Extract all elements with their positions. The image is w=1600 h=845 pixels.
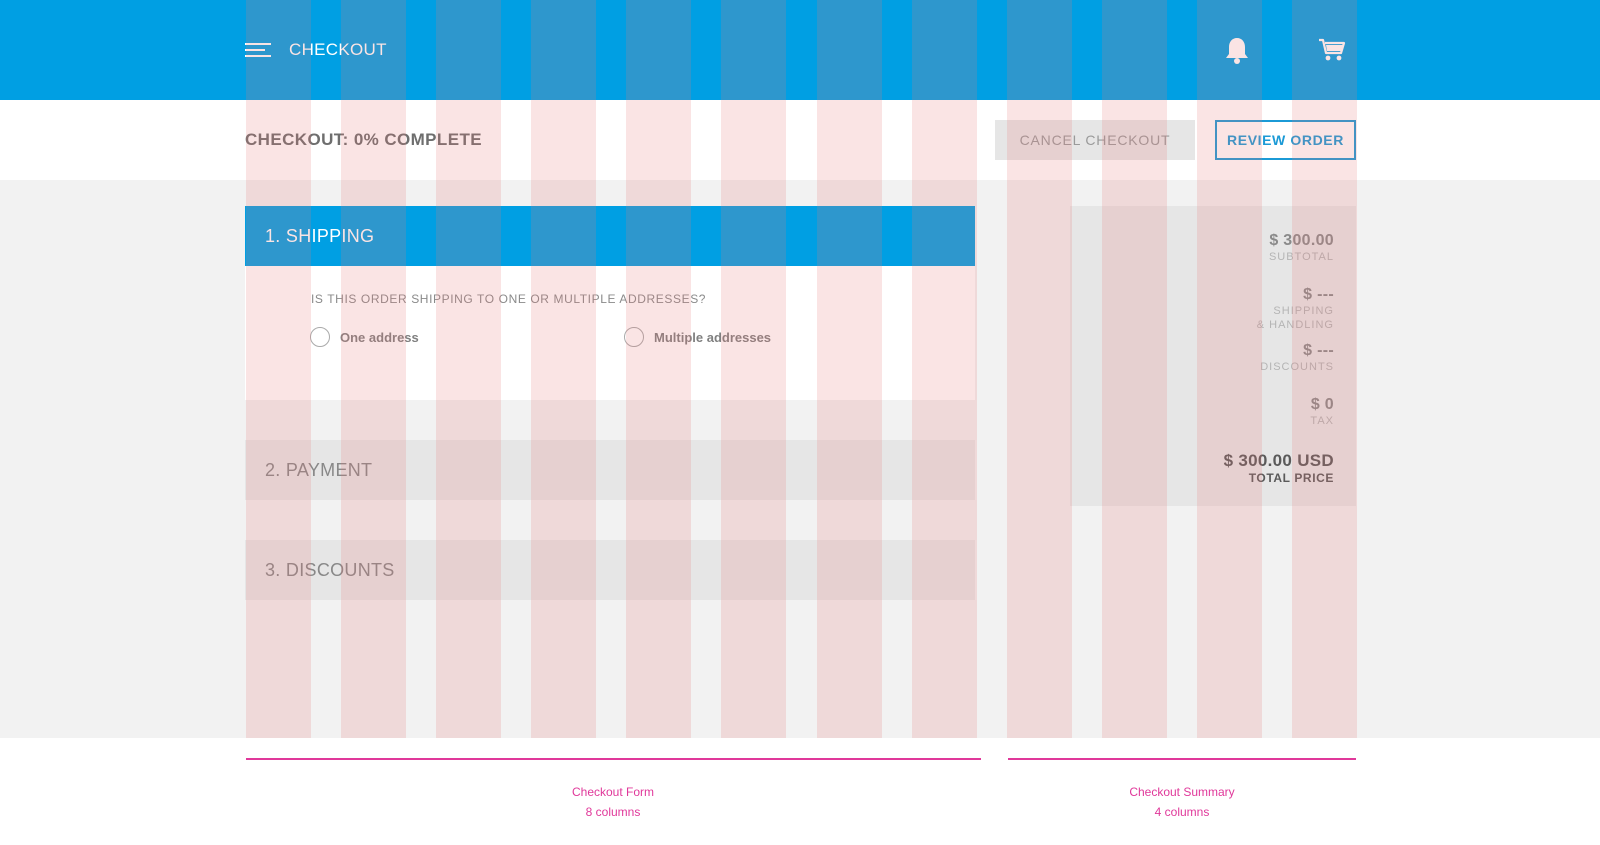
multiple-addresses-radio[interactable]: Multiple addresses bbox=[624, 326, 814, 348]
radio-circle[interactable] bbox=[624, 327, 644, 347]
checkout-content: 1. SHIPPING IS THIS ORDER SHIPPING TO ON… bbox=[0, 180, 1600, 738]
app-bar: CHECKOUT bbox=[0, 0, 1600, 100]
one-address-label: One address bbox=[340, 330, 419, 345]
discounts-row: $ --- DISCOUNTS bbox=[1260, 342, 1334, 374]
payment-section-label: 2. PAYMENT bbox=[265, 460, 373, 480]
app-title: CHECKOUT bbox=[289, 40, 387, 59]
summary-span-line bbox=[1008, 758, 1356, 760]
discounts-label: DISCOUNTS bbox=[1260, 361, 1334, 373]
discounts-section-label: 3. DISCOUNTS bbox=[265, 560, 395, 580]
multiple-addresses-label: Multiple addresses bbox=[654, 330, 772, 345]
shipping-label: SHIPPING bbox=[1273, 305, 1334, 317]
tax-label: TAX bbox=[1310, 415, 1334, 427]
form-annotation: Checkout Form 8 columns bbox=[513, 782, 713, 822]
radio-circle[interactable] bbox=[310, 327, 330, 347]
checkout-toolbar: CHECKOUT: 0% COMPLETE CANCEL CHECKOUT RE… bbox=[0, 100, 1600, 180]
bell-icon[interactable] bbox=[1224, 36, 1250, 64]
progress-title: CHECKOUT: 0% COMPLETE bbox=[245, 130, 482, 149]
review-order-button[interactable]: REVIEW ORDER bbox=[1215, 120, 1356, 160]
tax-row: $ 0 TAX bbox=[1310, 396, 1334, 428]
menu-icon[interactable] bbox=[245, 40, 271, 60]
checkout-summary: $ 300.00 SUBTOTAL $ --- SHIPPING & HANDL… bbox=[1070, 206, 1356, 506]
tax-value: $ 0 bbox=[1310, 396, 1334, 413]
summary-annotation: Checkout Summary 4 columns bbox=[1082, 782, 1282, 822]
subtotal-row: $ 300.00 SUBTOTAL bbox=[1269, 232, 1334, 264]
subtotal-label: SUBTOTAL bbox=[1268, 251, 1334, 263]
payment-section-header[interactable]: 2. PAYMENT bbox=[245, 440, 975, 500]
shipping-value: $ --- bbox=[1303, 286, 1334, 303]
shipping-row: $ --- SHIPPING & HANDLING bbox=[1257, 286, 1334, 332]
total-label: TOTAL PRICE bbox=[1248, 471, 1334, 485]
one-address-radio[interactable]: One address bbox=[310, 326, 460, 348]
summary-annotation-columns: 4 columns bbox=[1154, 805, 1210, 819]
form-annotation-title: Checkout Form bbox=[571, 785, 655, 799]
shipping-section-label: 1. SHIPPING bbox=[265, 226, 375, 246]
cancel-checkout-button[interactable]: CANCEL CHECKOUT bbox=[995, 120, 1195, 160]
handling-label: & HANDLING bbox=[1256, 319, 1334, 331]
summary-annotation-title: Checkout Summary bbox=[1129, 785, 1235, 799]
total-value: $ 300.00 USD bbox=[1223, 451, 1334, 470]
shipping-section-header[interactable]: 1. SHIPPING bbox=[245, 206, 975, 266]
subtotal-value: $ 300.00 bbox=[1269, 232, 1334, 249]
discounts-value: $ --- bbox=[1303, 342, 1334, 359]
discounts-section-header[interactable]: 3. DISCOUNTS bbox=[245, 540, 975, 600]
cart-icon[interactable] bbox=[1318, 38, 1346, 62]
form-annotation-columns: 8 columns bbox=[585, 805, 641, 819]
total-row: $ 300.00 USD TOTAL PRICE bbox=[1224, 451, 1334, 485]
shipping-question: IS THIS ORDER SHIPPING TO ONE OR MULTIPL… bbox=[311, 292, 707, 306]
form-span-line bbox=[246, 758, 981, 760]
shipping-section-body: IS THIS ORDER SHIPPING TO ONE OR MULTIPL… bbox=[245, 266, 975, 400]
